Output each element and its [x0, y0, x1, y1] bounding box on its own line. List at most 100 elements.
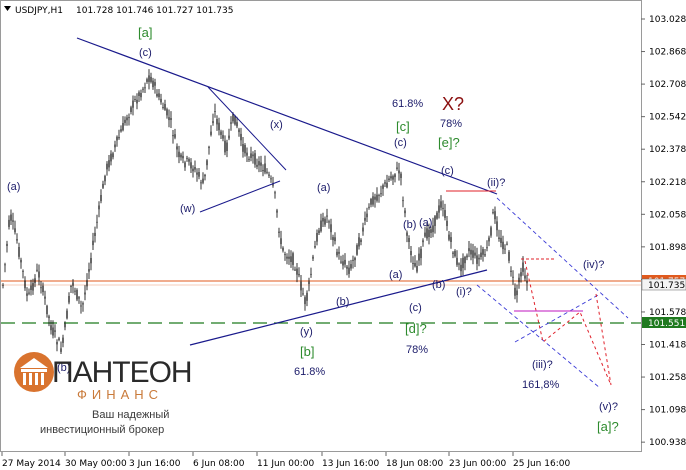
candle-body	[496, 221, 498, 231]
candle-body	[516, 290, 518, 296]
candle-body	[130, 107, 132, 112]
candle-body	[434, 216, 436, 226]
candle-body	[14, 228, 16, 233]
candle-body	[320, 220, 322, 232]
candle-body	[46, 305, 48, 315]
candle-body	[106, 163, 108, 170]
y-tick-label: 101.898	[649, 243, 686, 253]
logo-name: ПАНТЕОН	[52, 356, 192, 389]
candle-body	[372, 196, 374, 205]
candle-body	[344, 259, 346, 265]
candle-body	[514, 287, 516, 296]
candle-body	[456, 257, 458, 265]
candle-body	[524, 275, 526, 279]
candle-body	[166, 109, 168, 116]
y-tick-label: 101.578	[649, 308, 686, 318]
candle-body	[416, 266, 418, 272]
candle-body	[174, 134, 176, 138]
wave-label-a3: (a)	[419, 217, 432, 229]
candle-body	[294, 269, 296, 271]
candle-body	[258, 161, 260, 166]
x-axis-ticks: 27 May 2014 30 May 00:00 3 Jun 16:00 6 Jun …	[1, 452, 570, 469]
wave-label-e-green: [e]?	[438, 135, 460, 150]
candle-body	[302, 293, 304, 295]
x-tick-label: 25 Jun 16:00	[513, 459, 570, 469]
candles	[2, 69, 528, 354]
support-price-tag	[642, 317, 686, 328]
wave-label-iv: (iv)?	[583, 259, 604, 271]
wave-label-w: (w)	[180, 203, 195, 215]
candle-body	[208, 146, 210, 149]
candle-body	[94, 232, 96, 236]
candle-body	[418, 253, 420, 261]
candle-body	[12, 220, 14, 222]
candle-body	[4, 264, 6, 266]
candle-body	[64, 323, 66, 328]
wave-label-a1: (a)	[7, 181, 20, 193]
candle-body	[182, 155, 184, 159]
candle-body	[378, 195, 380, 197]
ohlc-header: 101.728 101.746 101.727 101.735	[76, 6, 233, 16]
candle-body	[444, 210, 446, 218]
candle-body	[214, 111, 216, 112]
candle-body	[388, 178, 390, 180]
candle-body	[6, 243, 8, 246]
candle-body	[146, 79, 148, 82]
x-tick-label: 6 Jun 08:00	[193, 459, 245, 469]
candle-body	[196, 172, 198, 175]
candle-body	[422, 240, 424, 243]
candle-body	[104, 176, 106, 182]
candle-body	[478, 257, 480, 260]
logo-tagline-1: Ваш надежный	[92, 409, 169, 421]
candle-body	[82, 303, 84, 305]
candle-body	[500, 237, 502, 243]
candle-body	[390, 176, 392, 179]
candle-body	[404, 210, 406, 214]
candle-body	[256, 164, 258, 167]
candle-body	[322, 217, 324, 222]
candle-body	[172, 135, 174, 137]
candle-body	[228, 135, 230, 139]
wave-label-b2: (b)	[336, 296, 349, 308]
candle-body	[100, 195, 102, 202]
candle-body	[428, 229, 430, 237]
candle-body	[150, 76, 152, 82]
header-dropdown-icon[interactable]	[4, 6, 11, 11]
candle-body	[140, 93, 142, 98]
candle-body	[314, 246, 316, 248]
candle-body	[510, 270, 512, 272]
candle-body	[522, 262, 524, 272]
candle-body	[26, 293, 28, 296]
candle-body	[132, 100, 134, 108]
candle-body	[32, 282, 34, 291]
candle-body	[244, 145, 246, 154]
candle-body	[262, 170, 264, 172]
wave-label-a-green-top: [a]	[138, 25, 152, 40]
candle-body	[78, 297, 80, 299]
projection-cross-dashed	[514, 293, 601, 343]
candle-body	[412, 263, 414, 264]
candle-body	[120, 129, 122, 132]
candle-body	[458, 263, 460, 265]
candle-body	[420, 248, 422, 259]
candle-body	[362, 227, 364, 232]
wave-label-x: (x)	[270, 119, 283, 131]
candle-body	[52, 327, 54, 336]
candle-body	[408, 238, 410, 242]
candle-body	[452, 252, 454, 254]
candle-body	[352, 259, 354, 261]
candle-body	[448, 234, 450, 240]
candle-body	[374, 196, 376, 200]
y-tick-label: 101.098	[649, 406, 686, 416]
candle-body	[170, 118, 172, 120]
y-tick-label: 102.378	[649, 145, 686, 155]
wave-label-a2: (a)	[317, 182, 330, 194]
y-tick-label: 103.028	[649, 15, 686, 25]
candle-body	[260, 162, 262, 166]
candle-body	[328, 221, 330, 223]
candle-body	[184, 162, 186, 168]
x-tick-label: 23 Jun 00:00	[449, 459, 506, 469]
candle-body	[402, 200, 404, 202]
candle-body	[470, 249, 472, 255]
candle-body	[36, 269, 38, 271]
